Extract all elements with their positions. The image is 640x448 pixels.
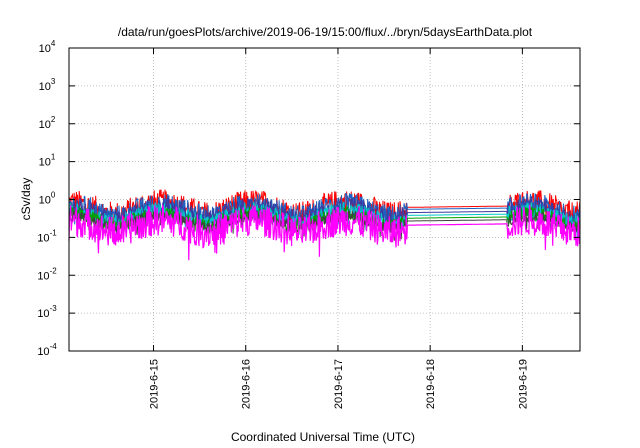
x-tick-label: 2019-6-16 [241, 359, 253, 409]
x-tick-label: 2019-6-17 [333, 359, 345, 409]
y-axis: 10-4 10-3 10-2 10-1 100 101 102 103 104 [37, 39, 580, 358]
series-line [68, 189, 581, 235]
y-tick-label: 10-4 [37, 342, 57, 358]
x-tick-label: 2019-6-15 [149, 359, 161, 409]
y-tick-label: 100 [39, 191, 56, 207]
x-axis-label: Coordinated Universal Time (UTC) [231, 430, 415, 444]
y-tick-label: 102 [39, 115, 56, 131]
y-axis-label: cSv/day [19, 178, 33, 221]
y-tick-label: 10-3 [37, 304, 57, 320]
series-line [68, 203, 581, 261]
x-tick-label: 2019-6-19 [517, 359, 529, 409]
y-tick-label: 10-2 [37, 266, 57, 282]
chart-title: /data/run/goesPlots/archive/2019-06-19/1… [118, 25, 533, 39]
y-tick-label: 104 [39, 39, 56, 55]
y-tick-label: 101 [39, 153, 56, 169]
series-line [68, 201, 581, 238]
series-layer [68, 189, 581, 261]
y-tick-label: 103 [39, 77, 56, 93]
y-tick-label: 10-1 [37, 228, 57, 244]
x-axis: 2019-6-15 2019-6-16 2019-6-17 2019-6-18 2019… [149, 48, 529, 409]
x-tick-label: 2019-6-18 [425, 359, 437, 409]
